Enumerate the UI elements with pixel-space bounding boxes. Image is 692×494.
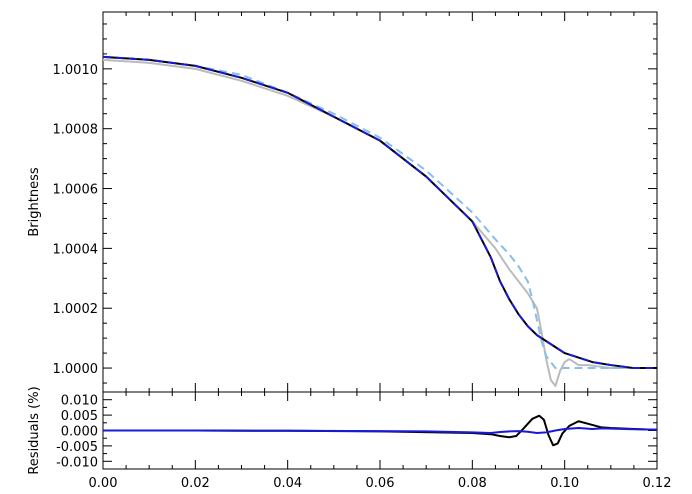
brightness-series-line-3	[103, 55, 657, 370]
y-tick-label: 0.000	[61, 425, 98, 440]
y-tick-label: 1.0006	[53, 183, 99, 198]
brightness-series-line-0	[103, 58, 657, 388]
y-tick-label: 1.0000	[53, 362, 99, 377]
y-tick-label: -0.005	[56, 440, 98, 455]
y-tick-label: 1.0008	[53, 123, 99, 138]
x-tick-label: 0.00	[89, 476, 118, 491]
x-tick-label: 0.10	[550, 476, 579, 491]
y-axis-label: Residuals (%)	[27, 386, 42, 474]
residuals-series-line-1	[103, 427, 657, 434]
y-tick-label: 1.0010	[53, 63, 99, 78]
plot-frame	[102, 11, 658, 393]
brightness-series-line-1	[103, 55, 657, 370]
y-axis-label: Brightness	[27, 167, 42, 236]
brightness-series-line-2	[103, 55, 657, 370]
x-tick-label: 0.02	[181, 476, 210, 491]
y-tick-label: 1.0004	[53, 242, 99, 257]
brightness-panel: 1.0000 1.0002 1.0004 1.0006 1.0008 1.0010 Brig…	[27, 11, 658, 393]
y-tick-label: 0.010	[61, 394, 98, 409]
y-tick-label: -0.010	[56, 455, 98, 470]
y-tick-label: 0.005	[61, 409, 98, 424]
x-tick-label: 0.08	[458, 476, 487, 491]
x-tick-label: 0.12	[643, 476, 672, 491]
x-tick-label: 0.06	[366, 476, 395, 491]
y-tick-label: 1.0002	[53, 302, 99, 317]
x-tick-label: 0.04	[273, 476, 302, 491]
